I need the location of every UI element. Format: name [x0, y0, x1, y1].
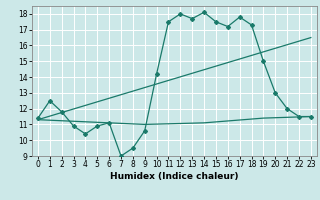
X-axis label: Humidex (Indice chaleur): Humidex (Indice chaleur) — [110, 172, 239, 181]
